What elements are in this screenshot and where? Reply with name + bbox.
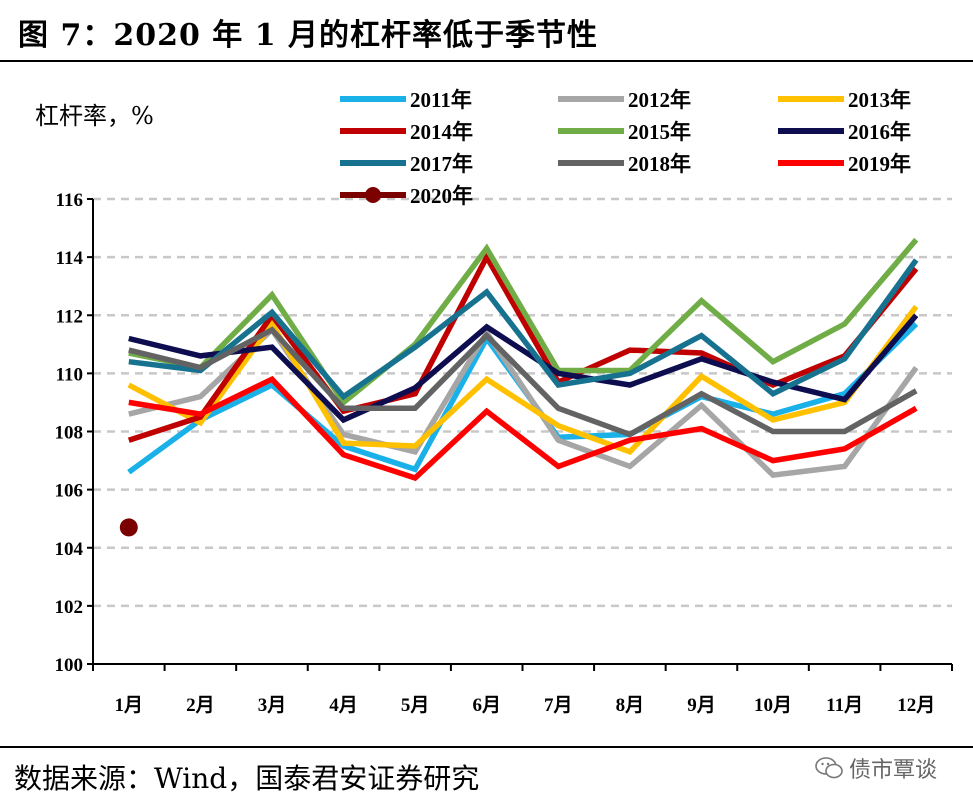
- series-lines: [119, 237, 919, 537]
- x-tick-label: 10月: [754, 695, 792, 716]
- legend-label: 2019年: [848, 152, 911, 176]
- series-line-2017: [128, 258, 919, 401]
- legend-label: 2015年: [628, 120, 691, 144]
- x-tick-label: 9月: [687, 695, 716, 716]
- legend-label: 2018年: [628, 152, 691, 176]
- chart-title: 图 7：2020 年 1 月的杠杆率低于季节性: [18, 18, 599, 53]
- y-tick-label: 112: [56, 306, 83, 327]
- legend-label: 2017年: [410, 152, 473, 176]
- series-line-2018: [128, 326, 918, 438]
- y-tick-label: 106: [55, 481, 84, 502]
- x-tick-label: 1月: [115, 695, 144, 716]
- leverage-line-chart: 100 102 104 106 108 110 112 114 116 1月 2月 3月 4月 5月 6月…: [35, 88, 953, 716]
- bottom-rule: [0, 746, 973, 748]
- series-line-2013: [127, 304, 919, 456]
- y-tick-label: 100: [55, 655, 84, 676]
- y-tick-label: 102: [55, 597, 84, 618]
- source-note: 数据来源：Wind，国泰君安证券研究: [14, 762, 480, 795]
- series-line-2014: [127, 251, 919, 443]
- x-tick-label: 8月: [616, 695, 645, 716]
- x-tick-label: 4月: [329, 695, 358, 716]
- x-tick-label: 5月: [401, 695, 430, 716]
- watermark-text: 债市覃谈: [849, 758, 938, 783]
- y-tick-label: 104: [55, 539, 84, 560]
- legend-label: 2013年: [848, 88, 911, 112]
- x-tick-label: 6月: [472, 695, 501, 716]
- legend-marker: [365, 187, 381, 203]
- x-tick-label: 2月: [186, 695, 215, 716]
- x-tick-label: 12月: [897, 695, 935, 716]
- legend-label: 2014年: [410, 120, 473, 144]
- legend-label: 2012年: [628, 88, 691, 112]
- legend-label: 2011年: [410, 88, 472, 112]
- x-tick-label: 11月: [826, 695, 863, 716]
- series-line-2019: [128, 375, 918, 482]
- x-axis-ticks: 1月 2月 3月 4月 5月 6月 7月 8月 9月 10月 11月 12月: [92, 664, 953, 716]
- y-tick-label: 110: [56, 364, 83, 385]
- legend-label: 2020年: [410, 184, 473, 208]
- legend: 2011年 2012年 2013年 2014年 2015年 2016年 2017年 2018年…: [340, 88, 911, 208]
- y-tick-label: 116: [56, 190, 83, 211]
- x-tick-label: 7月: [544, 695, 573, 716]
- point-2020: [119, 518, 138, 537]
- watermark: 债市覃谈: [815, 752, 937, 784]
- top-rule: [0, 60, 973, 62]
- series-line-2015: [128, 237, 919, 407]
- x-tick-label: 3月: [258, 695, 287, 716]
- y-axis-label: 杠杆率，%: [35, 102, 154, 130]
- y-axis-ticks: 100 102 104 106 108 110 112 114 116: [55, 190, 93, 676]
- y-tick-label: 114: [56, 248, 84, 269]
- y-tick-label: 108: [55, 423, 84, 444]
- legend-label: 2016年: [848, 120, 911, 144]
- wechat-icon: [815, 757, 843, 779]
